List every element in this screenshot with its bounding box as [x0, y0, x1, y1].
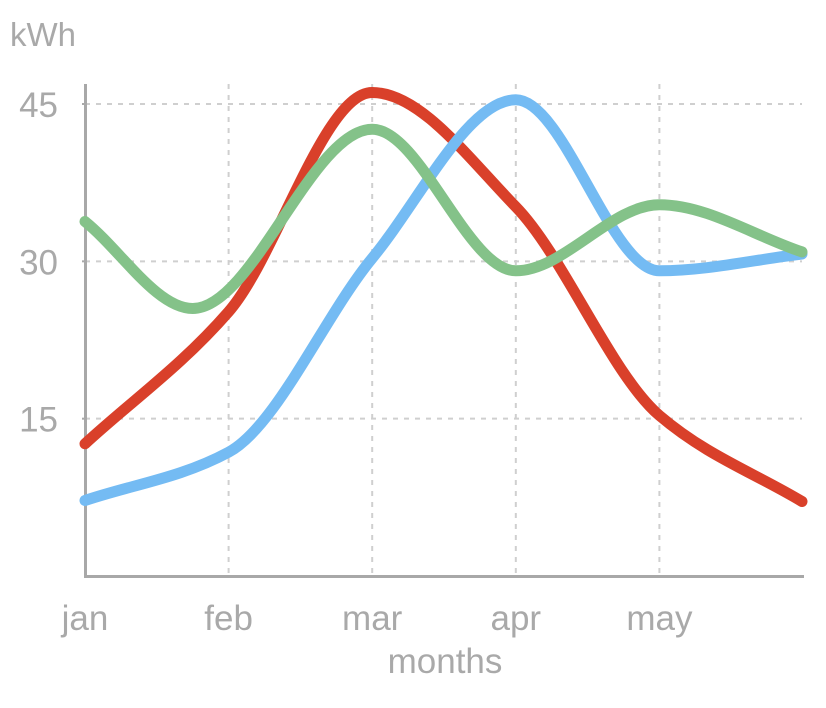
x-tick-label: apr [491, 599, 542, 638]
y-axis-label: kWh [10, 16, 76, 53]
tick-labels: 15 30 45 jan feb mar apr may [19, 86, 693, 638]
x-tick-label: mar [342, 599, 403, 638]
y-tick-label: 15 [19, 401, 58, 440]
y-tick-label: 30 [19, 243, 58, 282]
x-axis-label: months [388, 642, 503, 681]
series-line-green [79, 123, 808, 314]
grid [82, 84, 802, 576]
x-tick-label: feb [204, 599, 253, 638]
series-group [79, 87, 808, 507]
series-line-red [79, 87, 808, 507]
series-line-blue [79, 94, 808, 506]
y-tick-label: 45 [19, 86, 58, 125]
x-tick-label: jan [61, 599, 109, 638]
x-tick-label: may [626, 599, 693, 638]
